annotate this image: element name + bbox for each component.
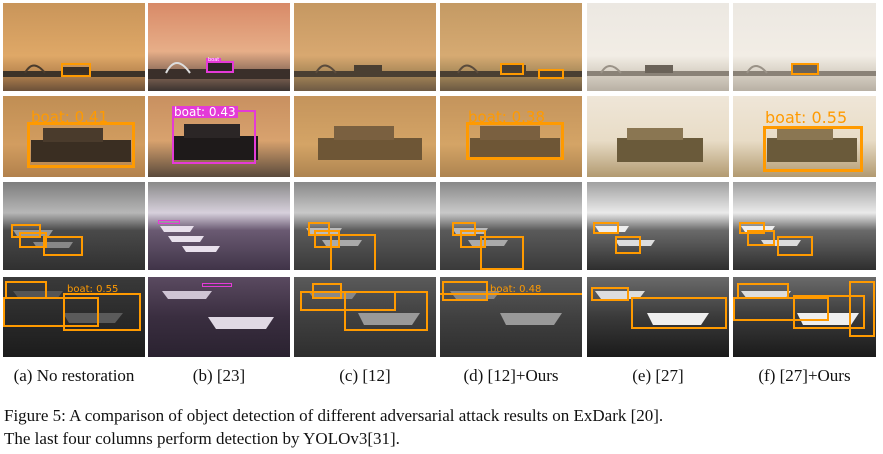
boats-scene (162, 291, 274, 329)
image-r2-e (587, 96, 729, 177)
image-r2-d: boat: 0.38 (440, 96, 582, 177)
image-r3-e (587, 182, 729, 270)
image-r3-d (440, 182, 582, 270)
detection-box (308, 222, 330, 236)
image-r4-c (294, 277, 436, 357)
boats-scene (595, 226, 655, 246)
detection-box (538, 69, 564, 79)
harbor-scene (294, 64, 436, 77)
detection-box (11, 224, 41, 238)
column-label-a: (a) No restoration (13, 366, 135, 385)
detection-box (344, 291, 428, 331)
image-r2-a: boat: 0.41 (3, 96, 145, 177)
detection-box (158, 220, 180, 224)
detection-box (440, 293, 582, 357)
image-r3-c (294, 182, 436, 270)
detection-box (61, 63, 91, 77)
detection-box (466, 122, 564, 160)
detection-box (500, 63, 524, 75)
image-r3-b (148, 182, 290, 270)
detection-box (747, 230, 775, 246)
image-r1-c (294, 3, 436, 91)
image-r1-b: boat (148, 3, 290, 91)
detection-box (27, 122, 135, 168)
ship-scene (617, 128, 703, 162)
detection-label: boat: 0.43 (172, 105, 238, 119)
ship-scene (174, 124, 258, 160)
detection-label: boat: 0.48 (490, 284, 542, 295)
column-label-c: (c) [12] (339, 366, 391, 385)
boats-scene (160, 226, 220, 252)
figure-caption: Figure 5: A comparison of object detecti… (4, 404, 880, 450)
image-r1-f (733, 3, 876, 91)
image-r2-c (294, 96, 436, 177)
detection-label: boat: 0.38 (468, 108, 545, 126)
ship-scene (31, 128, 131, 162)
detection-box (314, 230, 340, 248)
detection-box (791, 63, 819, 75)
image-r1-a (3, 3, 145, 91)
image-r4-d: boat: 0.48 (440, 277, 582, 357)
boats-scene (595, 291, 709, 325)
detection-box (19, 232, 47, 248)
detection-label: boat: 0.55 (765, 108, 848, 127)
image-r1-d (440, 3, 582, 91)
detection-box (330, 234, 376, 270)
detection-box (480, 236, 524, 270)
image-r4-b (148, 277, 290, 357)
image-r1-e (587, 3, 729, 91)
detection-box (763, 126, 863, 172)
detection-box (777, 236, 813, 256)
image-r3-a (3, 182, 145, 270)
detection-box (43, 236, 83, 256)
detection-box (442, 281, 488, 301)
caption-line-2: The last four columns perform detection … (4, 429, 400, 448)
column-label-d: (d) [12]+Ours (463, 366, 559, 385)
ship-scene (318, 126, 422, 160)
detection-label: boat (206, 57, 222, 63)
detection-box (202, 283, 232, 287)
harbor-scene (3, 64, 145, 77)
detection-box (3, 297, 99, 327)
harbor-scene (733, 65, 876, 76)
image-r2-f: boat: 0.55 (733, 96, 876, 177)
detection-label: boat: 0.55 (67, 284, 119, 295)
image-r2-b: boat: 0.43 (148, 96, 290, 177)
detection-box (631, 297, 727, 329)
detection-label: boat: 0.41 (31, 108, 108, 126)
ship-scene (767, 128, 857, 162)
detection-box (849, 281, 875, 337)
detection-box (591, 287, 629, 301)
column-label-f: (f) [27]+Ours (758, 366, 851, 385)
image-r3-f (733, 182, 876, 270)
caption-line-1: Figure 5: A comparison of object detecti… (4, 406, 664, 425)
image-r4-e (587, 277, 729, 357)
detection-box (733, 297, 829, 321)
image-r4-f (733, 277, 876, 357)
image-r4-a: boat: 0.55 (3, 277, 145, 357)
column-label-e: (e) [27] (632, 366, 684, 385)
detection-box (615, 236, 641, 254)
detection-box (793, 295, 865, 329)
ship-scene (470, 126, 560, 160)
detection-box (63, 293, 141, 331)
column-label-b: (b) [23] (192, 366, 246, 385)
harbor-scene (148, 62, 290, 79)
detection-box (452, 222, 476, 236)
detection-box (593, 222, 619, 234)
detection-box (460, 230, 486, 248)
detection-box (739, 222, 765, 234)
harbor-scene (587, 65, 729, 76)
